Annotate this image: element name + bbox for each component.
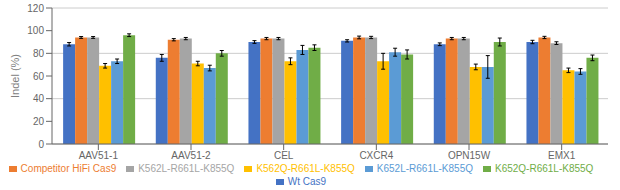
html-text:K652L-R661L-K855Q: K652L-R661L-K855Q <box>376 163 473 174</box>
html-text:K652Q-R661L-K855Q: K652Q-R661L-K855Q <box>495 163 594 174</box>
svg-text:20: 20 <box>33 116 45 127</box>
svg-text:40: 40 <box>33 93 45 104</box>
svg-text:Indel (%): Indel (%) <box>9 54 21 98</box>
html-text:K562Q-R661L-K855Q: K562Q-R661L-K855Q <box>256 163 355 174</box>
svg-text:120: 120 <box>27 3 44 14</box>
svg-text:CXCR4: CXCR4 <box>359 150 393 161</box>
html-text:Competitor HiFi Cas9: Competitor HiFi Cas9 <box>20 163 117 174</box>
svg-text:AAV51-2: AAV51-2 <box>171 150 211 161</box>
svg-text:EMX1: EMX1 <box>548 150 576 161</box>
svg-text:100: 100 <box>27 25 44 36</box>
html-text:K562L-R661L-K855Q: K562L-R661L-K855Q <box>138 163 235 174</box>
svg-text:80: 80 <box>33 48 45 59</box>
html-text:Wt Cas9: Wt Cas9 <box>287 176 327 187</box>
svg-text:AAV51-1: AAV51-1 <box>79 150 119 161</box>
svg-text:60: 60 <box>33 71 45 82</box>
svg-text:CEL: CEL <box>274 150 294 161</box>
svg-text:OPN15W: OPN15W <box>448 150 491 161</box>
svg-text:0: 0 <box>38 139 44 150</box>
